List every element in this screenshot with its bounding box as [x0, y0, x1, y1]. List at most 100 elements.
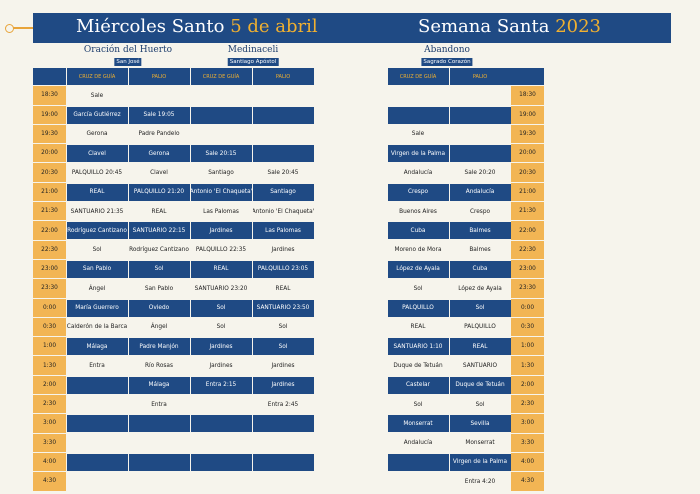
time-cell: 20:30 [511, 163, 544, 183]
schedule-cell: Duque de Tetuán [449, 376, 511, 394]
schedule-cell: SANTUARIO 22:15 [128, 222, 190, 240]
schedule-cell [129, 87, 190, 104]
schedule-cell: Jardines [271, 247, 295, 254]
schedule-cell: Buenos Aires [399, 208, 437, 215]
table-row: Buenos Aires Crespo 21:30 [387, 202, 544, 222]
schedule-cell: Sol [252, 338, 314, 356]
church-label: San José [114, 58, 142, 66]
schedule-cell [253, 435, 314, 452]
schedule-cell: Sevilla [449, 415, 511, 433]
schedule-cell: Antonio 'El Chaqueta' [190, 183, 252, 201]
schedule-cell: REAL [190, 260, 252, 278]
time-cell: 2:00 [33, 375, 66, 396]
time-cell: 21:30 [33, 202, 66, 222]
time-cell: 20:00 [33, 144, 66, 164]
schedule-cell: Entra [151, 401, 167, 408]
time-cell: 0:00 [33, 298, 66, 318]
schedule-cell [450, 126, 511, 143]
header-title-right: Semana Santa 2023 [418, 16, 601, 37]
schedule-cell: PALQUILLO 20:45 [71, 169, 123, 176]
schedule-cell: Moreno de Mora [394, 247, 442, 254]
schedule-cell [449, 145, 511, 163]
schedule-cell [252, 145, 314, 163]
schedule-cell: SANTUARIO 23:50 [252, 299, 314, 317]
schedule-cell [252, 453, 314, 471]
time-cell: 0:30 [33, 317, 66, 338]
schedule-cell: Monserrat [465, 440, 495, 447]
table-row: 20:00 Clavel Gerona Sale 20:15 [33, 144, 314, 164]
schedule-table-right: CRUZ DE GUÍA PALIO 18:30 19:00 Sale 19:30 Virg… [387, 67, 544, 492]
schedule-cell: Río Rosas [145, 362, 173, 369]
schedule-cell: Jardines [190, 222, 252, 240]
table-row: 22:00 Rodríguez Cantizano SANTUARIO 22:15 J… [33, 221, 314, 241]
schedule-cell: Balmes [449, 222, 511, 240]
schedule-cell: Crespo [387, 183, 449, 201]
schedule-cell: REAL [449, 338, 511, 356]
header-banner: Miércoles Santo 5 de abril Semana Santa … [33, 13, 671, 43]
schedule-cell: Calderón de la Barca [66, 324, 128, 331]
time-cell: 1:30 [33, 356, 66, 376]
schedule-cell: PALQUILLO 22:35 [195, 247, 247, 254]
schedule-cell: Gerona [86, 131, 108, 138]
decorative-line [8, 27, 56, 29]
time-cell: 1:00 [33, 337, 66, 357]
schedule-cell: Sol [475, 401, 485, 408]
time-cell: 18:30 [511, 86, 544, 106]
time-cell: 22:30 [33, 240, 66, 260]
schedule-cell [66, 376, 128, 394]
church-label: Sagrado Corazón [421, 58, 473, 66]
time-cell: 4:00 [33, 452, 66, 473]
time-cell: 23:30 [33, 279, 66, 299]
schedule-cell: Sol [128, 260, 190, 278]
schedule-cell: Jardines [252, 376, 314, 394]
schedule-cell: Oviedo [128, 299, 190, 317]
schedule-cell: Sale 20:45 [267, 169, 299, 176]
table-row: 0:00 María Guerrero Oviedo Sol SANTUARIO 23:… [33, 298, 314, 318]
table-row: Duque de Tetuán SANTUARIO 1:30 [387, 356, 544, 376]
time-cell: 22:00 [511, 221, 544, 241]
schedule-cell: Sale 20:15 [190, 145, 252, 163]
time-cell: 23:30 [511, 279, 544, 299]
schedule-cell: Sol [278, 324, 288, 331]
schedule-cell [66, 415, 128, 433]
time-cell: 21:30 [511, 202, 544, 222]
header-row: CRUZ DE GUÍA PALIO [387, 67, 544, 86]
table-row: 20:30 PALQUILLO 20:45 Clavel Santiago Sale 2… [33, 163, 314, 183]
time-cell: 18:30 [33, 86, 66, 106]
table-row: 1:30 Entra Río Rosas Jardines Jardines [33, 356, 314, 376]
table-row: López de Ayala Cuba 23:00 [387, 259, 544, 280]
schedule-cell [67, 435, 128, 452]
schedule-cell: SANTUARIO [462, 362, 498, 369]
schedule-cell: Andalucía [449, 183, 511, 201]
schedule-cell [253, 87, 314, 104]
title-right-text: Semana Santa [418, 16, 550, 37]
schedule-cell: Andalucía [403, 440, 433, 447]
schedule-cell: Cuba [387, 222, 449, 240]
table-row: 2:30 Entra Entra 2:45 [33, 395, 314, 415]
schedule-cell [388, 87, 449, 104]
schedule-cell: PALQUILLO [387, 299, 449, 317]
schedule-cell [191, 87, 252, 104]
time-cell: 19:30 [33, 124, 66, 145]
schedule-cell [191, 435, 252, 452]
column-header-palio: PALIO [128, 68, 190, 85]
table-row: Andalucía Monserrat 3:30 [387, 433, 544, 453]
table-row: REAL PALQUILLO 0:30 [387, 317, 544, 338]
title-left-text: Miércoles Santo [76, 16, 225, 37]
schedule-cell: Virgen de la Palma [449, 453, 511, 471]
schedule-cell: PALQUILLO 23:05 [252, 260, 314, 278]
schedule-cell: Balmes [469, 247, 491, 254]
table-row: SANTUARIO 1:10 REAL 1:00 [387, 337, 544, 357]
table-row: Entra 4:20 4:30 [387, 472, 544, 492]
table-row: 19:00 García Gutiérrez Sale 19:05 [33, 105, 314, 125]
schedule-cell: Cuba [449, 260, 511, 278]
schedule-cell: San Pablo [144, 285, 174, 292]
schedule-cell [66, 453, 128, 471]
time-cell: 2:00 [511, 375, 544, 396]
header-title-left: Miércoles Santo 5 de abril [76, 16, 318, 37]
schedule-cell: Sale [411, 131, 425, 138]
schedule-cell: REAL [66, 183, 128, 201]
schedule-cell [253, 126, 314, 143]
schedule-cell [190, 106, 252, 124]
schedule-cell: Rodríguez Cantizano [129, 247, 189, 254]
